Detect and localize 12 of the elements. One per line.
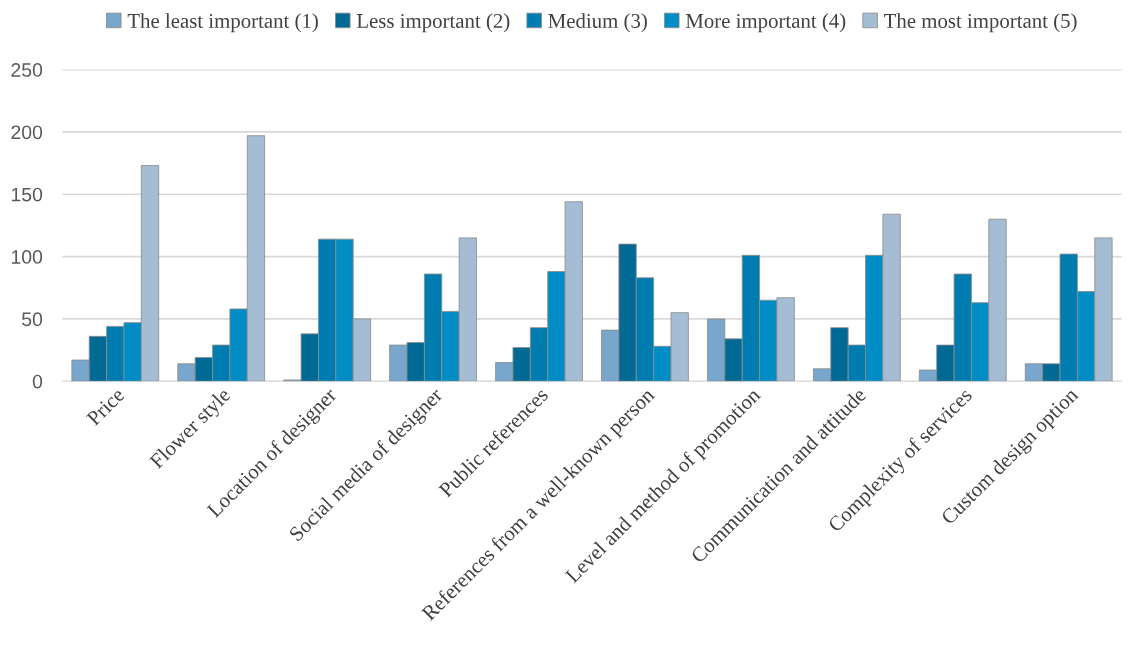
legend-label: Less important (2)	[356, 13, 510, 33]
y-tick-label: 150	[11, 187, 43, 202]
y-tick-label: 200	[11, 125, 43, 140]
y-tick-label: 100	[11, 250, 43, 264]
y-tick-label: 50	[22, 312, 43, 327]
x-tick-label: Price	[85, 387, 126, 427]
legend-label: The least important (1)	[127, 13, 318, 33]
y-tick-label: 250	[11, 63, 43, 77]
legend-label: The most important (5)	[884, 13, 1077, 33]
legend-label: More important (4)	[685, 13, 846, 33]
legend-label: Medium (3)	[548, 13, 647, 33]
y-tick-label: 0	[32, 374, 43, 389]
